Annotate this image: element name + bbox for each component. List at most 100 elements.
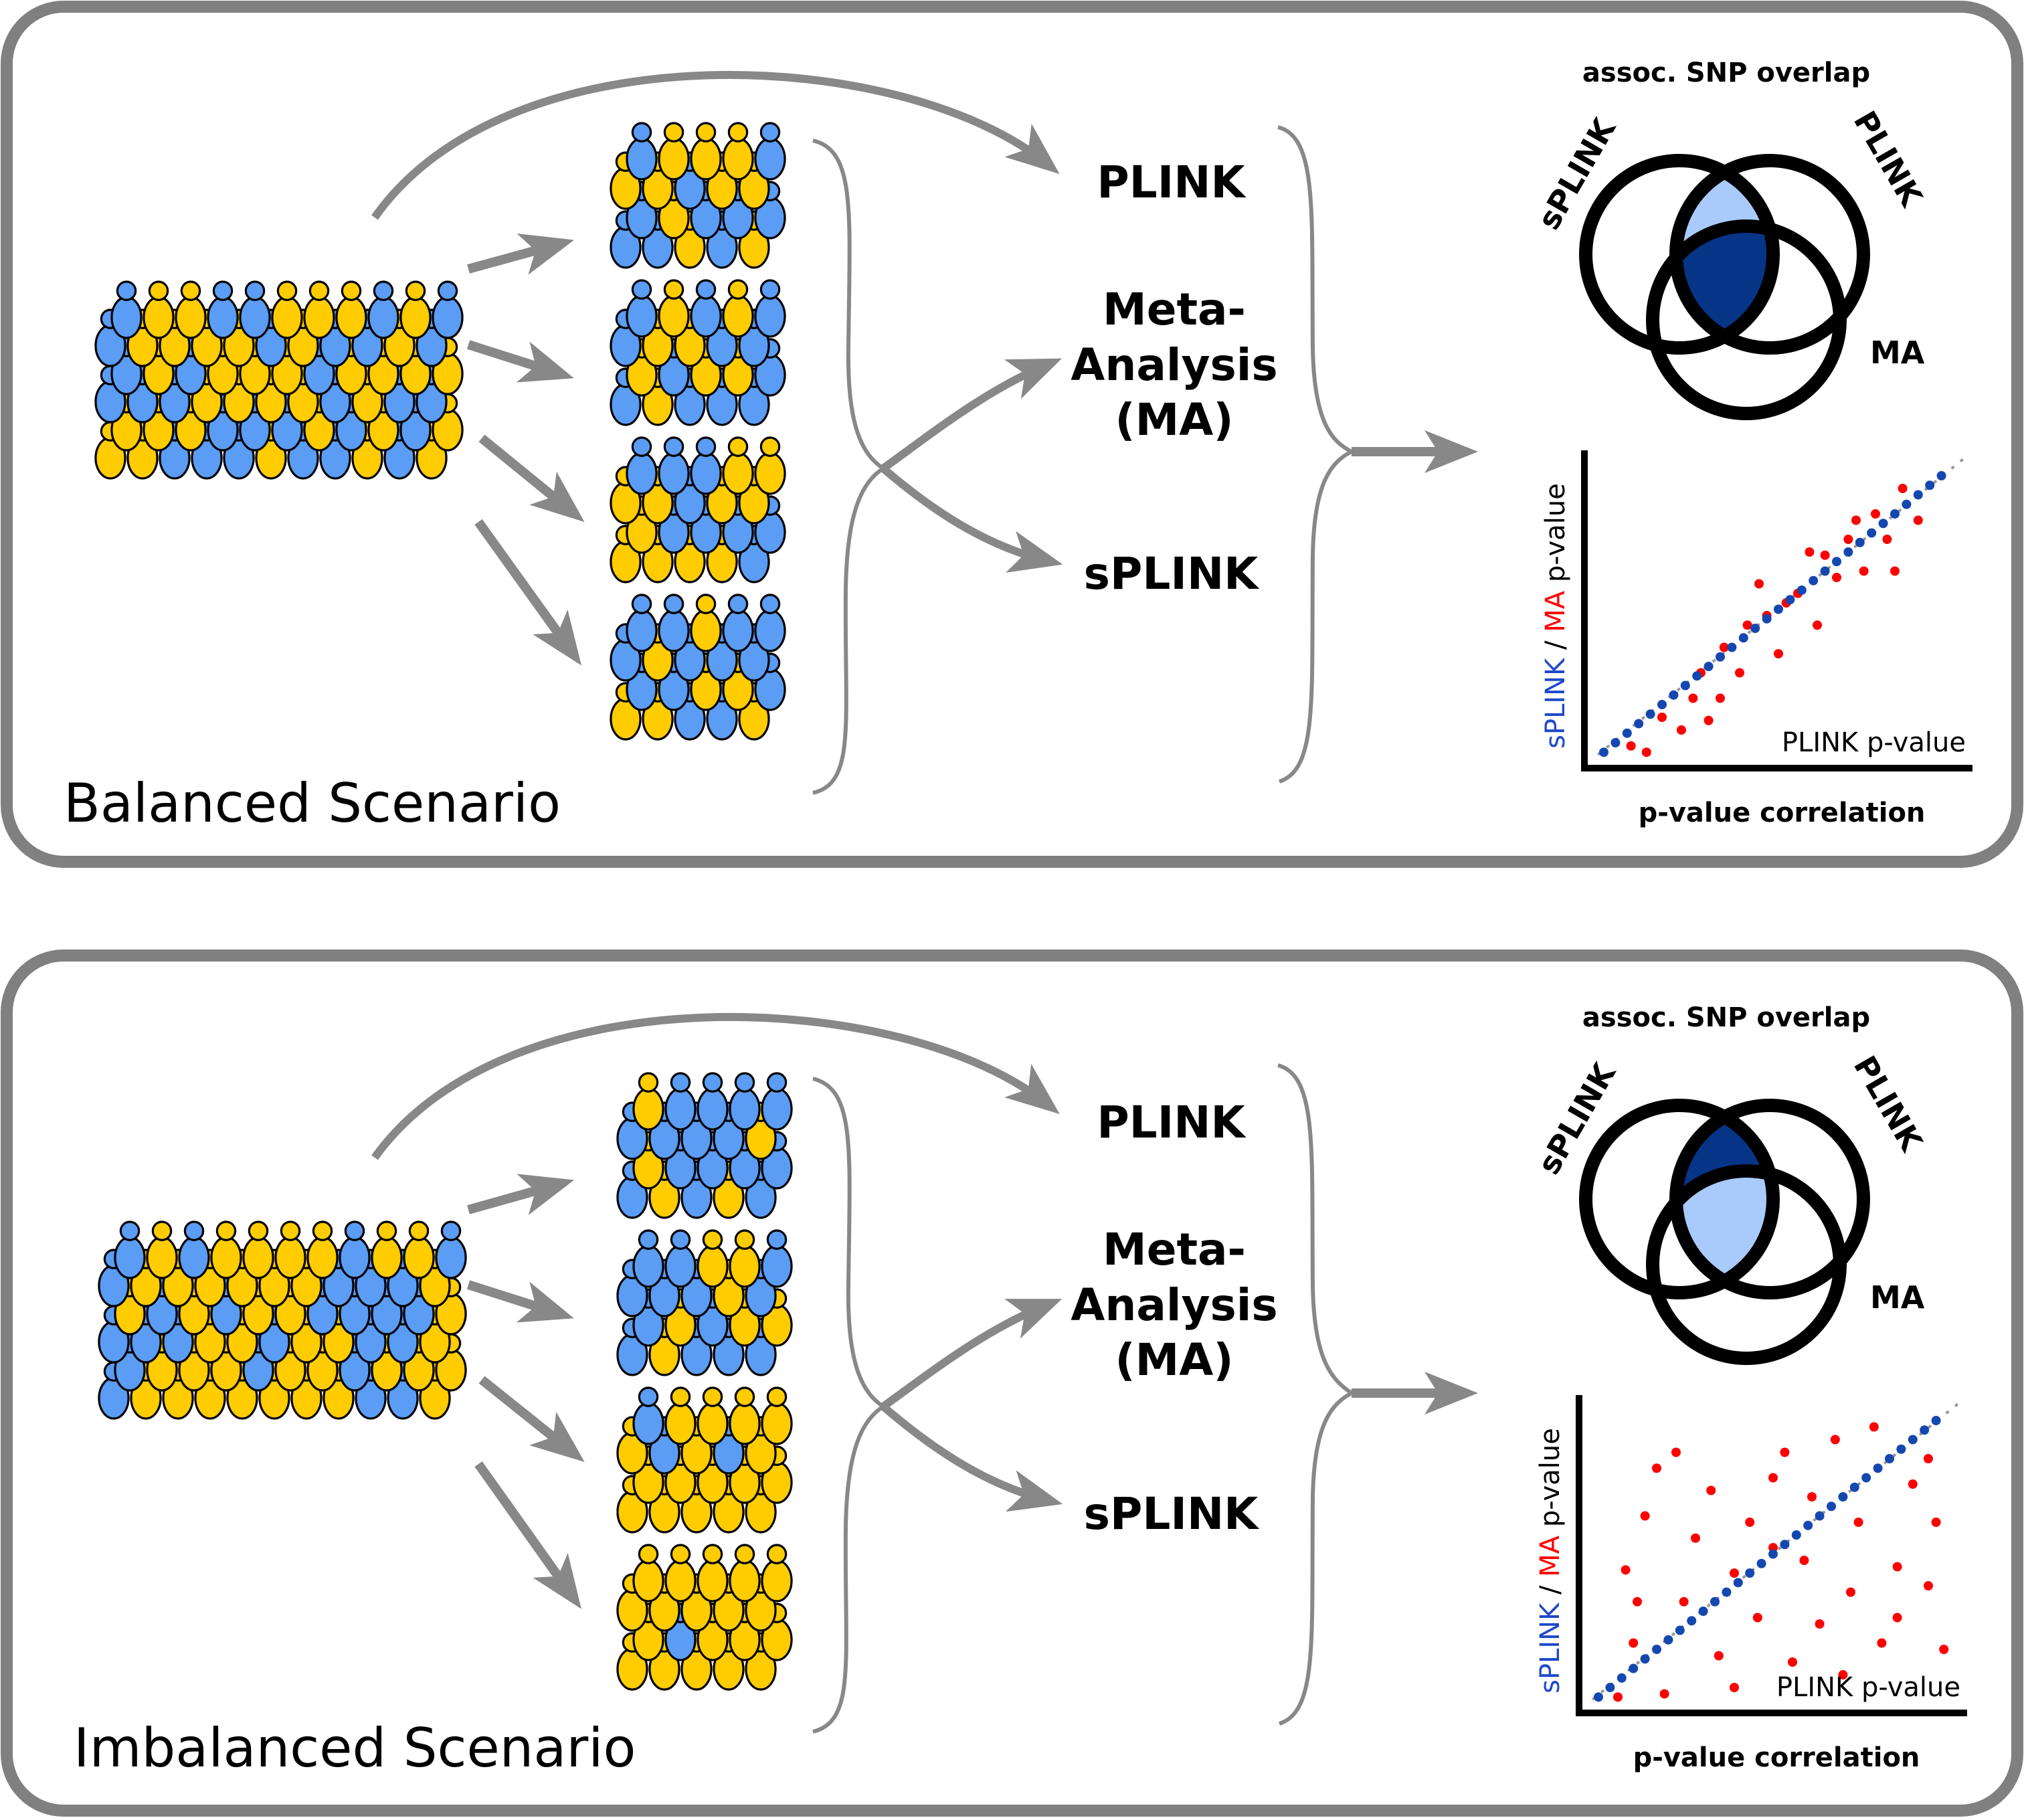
ma-point	[1871, 509, 1880, 519]
brace-arrow-ma	[881, 1299, 1063, 1410]
person-icon	[754, 436, 786, 495]
person-icon	[722, 436, 754, 495]
person-icon	[754, 495, 786, 554]
splink-point	[1838, 1492, 1848, 1502]
person-icon	[616, 1416, 648, 1475]
splink-point	[1931, 1416, 1941, 1425]
splink-point	[1849, 1482, 1859, 1492]
person-icon	[239, 280, 271, 339]
method-ma-line1: Meta-	[1103, 1224, 1246, 1275]
subgroup-4	[610, 594, 786, 741]
person-icon	[335, 280, 367, 339]
ma-point	[1688, 693, 1698, 703]
splink-point	[1605, 1683, 1615, 1692]
balanced-panel: PLINK Meta- Analysis (MA) sPLINK assoc. …	[1, 1, 2023, 868]
splink-point	[1867, 528, 1877, 538]
panel-frame	[1, 949, 2023, 1817]
ma-point	[1869, 1422, 1879, 1432]
ma-point	[1830, 1435, 1840, 1445]
scatter-axes	[1581, 450, 1972, 771]
person-icon	[367, 280, 399, 339]
person-icon	[610, 151, 642, 210]
scatter-ylabel: sPLINK / MA p-value	[1540, 483, 1571, 749]
subgroup-3	[616, 1386, 793, 1534]
person-icon	[754, 279, 786, 338]
person-icon	[664, 1072, 697, 1131]
method-splink: sPLINK	[1084, 1488, 1261, 1540]
ma-point	[1613, 1692, 1623, 1702]
ma-point	[1706, 1485, 1716, 1495]
ma-point	[1735, 668, 1744, 678]
person-icon	[658, 436, 690, 495]
venn-circle-splink	[1579, 154, 1780, 355]
splink-point	[1622, 728, 1632, 738]
splink-point	[1722, 1587, 1732, 1597]
ma-point	[1813, 620, 1822, 630]
person-icon	[690, 181, 722, 240]
splink-point	[1936, 471, 1946, 480]
venn-label-ma: MA	[1870, 335, 1925, 371]
ma-point	[1859, 566, 1869, 576]
splink-point	[1663, 1635, 1673, 1645]
ma-point	[1807, 1492, 1817, 1502]
scatter-plot: PLINK p-value p-value correlation sPLINK /…	[1535, 1395, 1967, 1773]
person-icon	[761, 1544, 793, 1603]
person-icon	[399, 280, 432, 339]
ma-point	[1832, 573, 1841, 582]
ma-point	[1882, 535, 1892, 544]
ma-point	[1913, 515, 1923, 525]
person-icon	[658, 594, 690, 652]
person-icon	[632, 1072, 664, 1131]
ma-point	[1774, 649, 1783, 658]
venn-circle-splink	[1579, 1099, 1780, 1299]
brace-arrow-splink	[881, 1403, 1063, 1512]
person-icon	[626, 122, 658, 181]
person-icon	[761, 1072, 793, 1131]
person-icon	[690, 279, 722, 338]
subgroup-2	[616, 1229, 793, 1376]
splink-point	[1820, 566, 1830, 576]
ma-point	[1742, 620, 1752, 630]
venn-label-ma: MA	[1870, 1279, 1925, 1315]
method-plink: PLINK	[1097, 1097, 1247, 1148]
method-splink: sPLINK	[1084, 548, 1261, 600]
person-icon	[175, 280, 207, 339]
splink-point	[1815, 1511, 1825, 1521]
method-plink: PLINK	[1097, 157, 1247, 208]
splink-point	[1785, 595, 1795, 605]
splink-point	[1843, 547, 1853, 557]
scatter-caption: p-value correlation	[1633, 1742, 1920, 1773]
ma-point	[1892, 1613, 1902, 1623]
ma-point	[1730, 1568, 1739, 1578]
ma-point	[1924, 1454, 1933, 1463]
left-brace	[812, 1077, 887, 1734]
population-crowd	[98, 1220, 467, 1420]
split-arrows	[466, 233, 585, 666]
splink-point	[1738, 633, 1748, 643]
split-arrow-2	[466, 1280, 574, 1323]
ma-point	[1633, 1597, 1642, 1607]
plink-arrow	[371, 71, 1060, 220]
person-icon	[403, 1220, 435, 1279]
splink-point	[1733, 1578, 1743, 1588]
split-arrow-3	[478, 1376, 585, 1462]
splink-point	[1594, 1692, 1603, 1702]
person-icon	[632, 1544, 664, 1603]
scatter-xlabel: PLINK p-value	[1776, 1672, 1960, 1703]
splink-point	[1890, 509, 1900, 519]
venn-circle-ma	[1646, 1164, 1847, 1365]
person-icon	[626, 594, 658, 652]
scenario-label: Balanced Scenario	[64, 772, 561, 834]
person-icon	[632, 1386, 664, 1445]
splink-point	[1925, 480, 1935, 490]
scenario-label: Imbalanced Scenario	[74, 1717, 636, 1779]
ma-point	[1679, 1597, 1689, 1607]
ma-point	[1716, 693, 1725, 703]
person-icon	[664, 1544, 697, 1603]
ma-point	[1768, 1473, 1778, 1483]
splink-point	[1745, 1568, 1755, 1578]
subgroup-1	[610, 122, 786, 269]
person-icon	[207, 280, 239, 339]
person-icon	[114, 1220, 146, 1279]
person-icon	[435, 1220, 467, 1279]
